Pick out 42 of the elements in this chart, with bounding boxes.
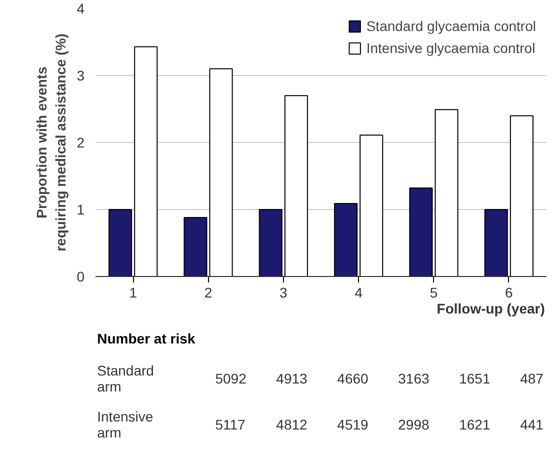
y-tick-label: 3 [76, 68, 85, 84]
x-tick-label: 4 [354, 284, 363, 300]
text: 487 [520, 370, 544, 386]
legend-label: Intensive glycaemia control [366, 40, 536, 56]
bar [334, 202, 358, 276]
bar [184, 217, 208, 276]
text: 5117 [215, 416, 246, 432]
text: 441 [520, 416, 544, 432]
y-tick-label: 1 [76, 202, 85, 218]
bar [209, 68, 233, 276]
x-tick-label: 1 [129, 284, 138, 300]
text: Number at risk [97, 330, 196, 346]
y-tick-label: 2 [76, 134, 85, 150]
text: 4812 [276, 416, 308, 432]
y-tick-label: 0 [76, 268, 85, 284]
text: 4913 [276, 370, 308, 386]
text: Standard arm [97, 362, 154, 394]
y-axis-title: Proportion with events requiring medical assistance (%) [34, 34, 69, 252]
text: 5092 [215, 370, 247, 386]
bar [284, 95, 308, 276]
legend-label: Standard glycaemia control [366, 18, 536, 34]
x-tick-label: 5 [430, 284, 438, 300]
text: 4519 [337, 416, 369, 432]
text: 1621 [459, 416, 490, 432]
x-axis-title: Follow-up (year) [436, 300, 545, 316]
x-tick-label: 3 [280, 284, 288, 300]
bar [258, 209, 282, 276]
bar [108, 209, 132, 276]
text: 2998 [398, 416, 430, 432]
text: 4660 [337, 370, 369, 386]
bar [134, 46, 158, 276]
bar [484, 209, 508, 276]
text: 3163 [398, 370, 430, 386]
y-tick-label: 4 [76, 0, 85, 16]
bar [409, 188, 433, 276]
x-tick-label: 2 [204, 284, 212, 300]
bar [434, 109, 458, 276]
bar [510, 115, 534, 276]
text: 1651 [459, 370, 490, 386]
text: Intensive arm [97, 408, 154, 440]
bar [360, 134, 384, 276]
x-tick-label: 6 [505, 284, 514, 300]
